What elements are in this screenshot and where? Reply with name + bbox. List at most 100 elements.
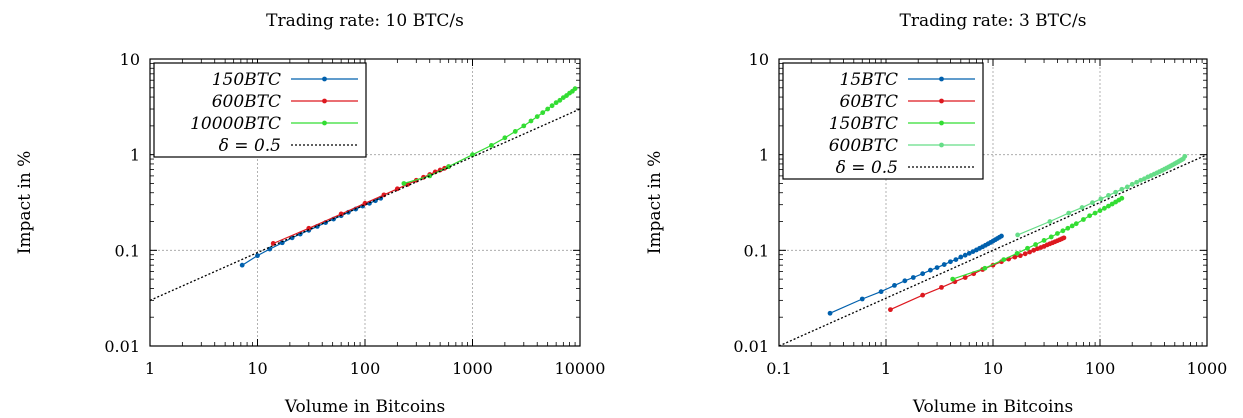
data-point [1015, 232, 1021, 238]
data-point [1097, 208, 1103, 214]
series-line [403, 88, 576, 185]
data-point [950, 276, 956, 282]
data-point [534, 114, 540, 119]
data-point [1069, 223, 1075, 229]
data-point [255, 253, 260, 259]
data-point [553, 100, 559, 106]
data-point [1090, 200, 1095, 206]
data-point [920, 271, 926, 277]
series--0-5 [150, 108, 580, 301]
reference-line [150, 108, 580, 301]
series-10000btc [401, 86, 578, 186]
y-axis-label: Impact in % [15, 151, 35, 255]
data-point [572, 86, 578, 92]
plot-area [150, 86, 580, 301]
legend-marker [939, 76, 944, 82]
data-point [1102, 205, 1107, 211]
data-point [1041, 238, 1047, 243]
y-tick-label: 0.01 [733, 337, 769, 356]
data-point [239, 262, 245, 268]
legend-label: 150BTC [212, 70, 281, 90]
data-point [1047, 219, 1053, 224]
legend-label: 600BTC [829, 136, 898, 156]
data-point [902, 278, 908, 284]
data-point [528, 118, 534, 124]
data-point [545, 106, 551, 112]
data-point [1134, 179, 1140, 185]
legend-marker [939, 120, 944, 126]
data-point [953, 257, 959, 263]
series-150btc [950, 195, 1125, 282]
chart-2: 0.1 1 10 100 1000 0.01 0.1 1 10 Trading rate: 3 B… [645, 11, 1227, 417]
plot-frame [778, 58, 1208, 347]
y-tick-label: 0.01 [104, 337, 140, 356]
y-tick-label: 10 [120, 50, 140, 69]
data-point [1113, 189, 1119, 195]
data-point [470, 152, 475, 158]
data-point [1081, 217, 1086, 222]
data-point [1060, 228, 1066, 234]
chart-1: 1 10 100 1000 10000 0.01 0.1 1 10 Trading rate: 1… [15, 11, 605, 417]
data-point [1048, 234, 1054, 240]
data-point [1129, 181, 1135, 187]
data-point [1001, 257, 1007, 263]
data-point [1055, 231, 1060, 236]
data-point [1012, 254, 1018, 260]
data-point [1022, 251, 1028, 257]
series-600btc [1015, 153, 1188, 238]
legend-label: 10000BTC [190, 114, 281, 134]
chart-title: Trading rate: 10 BTC/s [266, 11, 464, 31]
data-point [859, 296, 865, 302]
series-line [952, 197, 1123, 280]
data-point [1079, 205, 1085, 210]
data-point [1106, 203, 1111, 209]
legend-marker [322, 98, 327, 104]
x-axis-label: Volume in Bitcoins [912, 397, 1073, 417]
data-point [427, 173, 433, 179]
x-tick-label: 1 [145, 359, 155, 378]
data-point [1119, 186, 1125, 192]
data-point [549, 103, 555, 109]
data-point [502, 135, 508, 141]
legend-marker [939, 142, 944, 148]
plot-area [779, 153, 1207, 346]
data-point [878, 289, 884, 295]
data-point [1087, 213, 1093, 219]
data-point [1073, 221, 1079, 227]
data-point [540, 110, 546, 116]
data-point [394, 186, 400, 192]
data-point [1033, 242, 1038, 247]
y-tick-label: 0.1 [115, 241, 140, 260]
data-point [512, 129, 518, 134]
data-point [910, 275, 916, 280]
data-point [1014, 250, 1020, 256]
data-point [401, 181, 407, 186]
data-point [939, 284, 944, 290]
data-point [827, 310, 833, 316]
x-axis-label: Volume in Bitcoins [284, 397, 445, 417]
data-point [1025, 245, 1030, 251]
data-point [489, 142, 494, 148]
legend-marker [322, 76, 327, 82]
data-point [958, 254, 964, 260]
y-tick-label: 1 [759, 146, 769, 165]
series-60btc [888, 235, 1067, 313]
data-point [1106, 193, 1111, 198]
legend-label: 15BTC [840, 70, 898, 90]
data-point [1098, 196, 1104, 202]
legend-marker [322, 120, 327, 126]
y-tick-label: 1 [130, 146, 140, 165]
series-line [241, 197, 381, 266]
data-point [1138, 177, 1144, 183]
x-tick-label: 10 [983, 359, 1003, 378]
data-point [381, 192, 387, 198]
x-tick-label: 100 [1085, 359, 1116, 378]
data-point [1031, 247, 1037, 253]
series-150btc [239, 195, 384, 268]
y-tick-label: 10 [749, 50, 769, 69]
x-tick-label: 10 [247, 359, 267, 378]
data-point [306, 225, 312, 231]
data-point [982, 265, 988, 271]
